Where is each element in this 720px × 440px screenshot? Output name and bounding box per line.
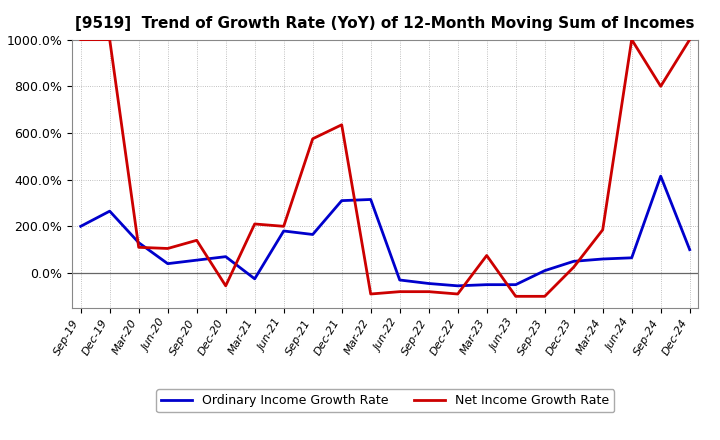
Ordinary Income Growth Rate (627, 255, 636, 260)
Ordinary Income Growth Rate (163, 261, 172, 266)
Net Income Growth Rate (338, 122, 346, 128)
Legend: Ordinary Income Growth Rate, Net Income Growth Rate: Ordinary Income Growth Rate, Net Income … (156, 389, 614, 412)
Ordinary Income Growth Rate (76, 224, 85, 229)
Net Income Growth Rate (482, 253, 491, 258)
Net Income Growth Rate (105, 37, 114, 42)
Ordinary Income Growth Rate (221, 254, 230, 259)
Ordinary Income Growth Rate (395, 277, 404, 282)
Ordinary Income Growth Rate (657, 173, 665, 179)
Net Income Growth Rate (511, 293, 520, 299)
Ordinary Income Growth Rate (482, 282, 491, 287)
Ordinary Income Growth Rate (541, 268, 549, 273)
Net Income Growth Rate (395, 289, 404, 294)
Net Income Growth Rate (221, 283, 230, 289)
Ordinary Income Growth Rate (135, 240, 143, 245)
Ordinary Income Growth Rate (366, 197, 375, 202)
Net Income Growth Rate (76, 37, 85, 42)
Net Income Growth Rate (308, 136, 317, 141)
Ordinary Income Growth Rate (598, 257, 607, 262)
Net Income Growth Rate (424, 289, 433, 294)
Net Income Growth Rate (598, 227, 607, 232)
Net Income Growth Rate (627, 37, 636, 42)
Net Income Growth Rate (279, 224, 288, 229)
Ordinary Income Growth Rate (454, 283, 462, 289)
Ordinary Income Growth Rate (511, 282, 520, 287)
Net Income Growth Rate (657, 84, 665, 89)
Ordinary Income Growth Rate (192, 257, 201, 263)
Ordinary Income Growth Rate (279, 228, 288, 234)
Net Income Growth Rate (541, 293, 549, 299)
Net Income Growth Rate (251, 221, 259, 227)
Ordinary Income Growth Rate (338, 198, 346, 203)
Ordinary Income Growth Rate (424, 281, 433, 286)
Ordinary Income Growth Rate (685, 247, 694, 252)
Net Income Growth Rate (135, 245, 143, 250)
Net Income Growth Rate (163, 246, 172, 251)
Net Income Growth Rate (366, 291, 375, 297)
Line: Ordinary Income Growth Rate: Ordinary Income Growth Rate (81, 176, 690, 286)
Net Income Growth Rate (570, 264, 578, 270)
Ordinary Income Growth Rate (251, 276, 259, 282)
Ordinary Income Growth Rate (570, 259, 578, 264)
Ordinary Income Growth Rate (105, 209, 114, 214)
Title: [9519]  Trend of Growth Rate (YoY) of 12-Month Moving Sum of Incomes: [9519] Trend of Growth Rate (YoY) of 12-… (76, 16, 695, 32)
Line: Net Income Growth Rate: Net Income Growth Rate (81, 40, 690, 296)
Net Income Growth Rate (685, 37, 694, 42)
Net Income Growth Rate (454, 291, 462, 297)
Net Income Growth Rate (192, 238, 201, 243)
Ordinary Income Growth Rate (308, 232, 317, 237)
